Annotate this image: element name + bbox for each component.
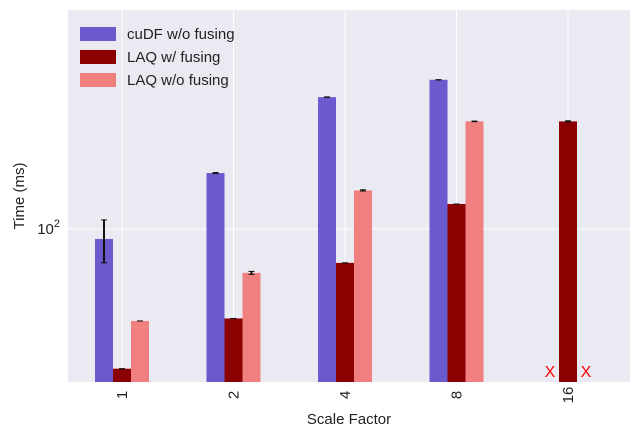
x-tick-16: 16 bbox=[560, 387, 577, 404]
bar-1-8 bbox=[447, 204, 466, 382]
x-axis-title: Scale Factor bbox=[307, 411, 391, 428]
grid-lines bbox=[68, 10, 630, 382]
legend-label-1: LAQ w/ fusing bbox=[127, 49, 220, 66]
missing-marker-0-16: X bbox=[545, 364, 556, 381]
y-tick-0: 102 bbox=[37, 218, 60, 238]
y-axis-title: Time (ms) bbox=[11, 163, 28, 230]
x-tick-1: 1 bbox=[114, 391, 131, 399]
legend-swatch-0 bbox=[80, 27, 116, 41]
x-tick-2: 2 bbox=[226, 391, 243, 399]
bar-2-4 bbox=[354, 190, 372, 382]
bar-2-2 bbox=[242, 272, 261, 382]
bar-0-4 bbox=[318, 97, 336, 382]
x-tick-labels: 1 2 4 8 16 bbox=[114, 387, 577, 404]
bar-2-8 bbox=[465, 121, 484, 382]
bar-1-4 bbox=[336, 262, 354, 382]
errorbar-1-16 bbox=[565, 120, 571, 123]
errorbar-2-2 bbox=[248, 270, 255, 275]
legend: cuDF w/o fusing LAQ w/ fusing LAQ w/o fu… bbox=[80, 26, 235, 89]
bar-1-1 bbox=[113, 368, 131, 382]
errorbar-2-4 bbox=[360, 189, 366, 192]
x-tick-8: 8 bbox=[449, 391, 466, 399]
bar-2-1 bbox=[131, 320, 149, 382]
legend-label-2: LAQ w/o fusing bbox=[127, 72, 229, 89]
bars bbox=[95, 79, 577, 383]
x-tick-4: 4 bbox=[337, 391, 354, 399]
errorbar-0-2 bbox=[212, 172, 219, 175]
error-bars bbox=[101, 79, 571, 370]
bar-1-16 bbox=[559, 121, 577, 382]
errorbar-2-8 bbox=[471, 120, 478, 123]
legend-swatch-1 bbox=[80, 50, 116, 64]
y-tick-labels: 102 bbox=[37, 218, 60, 238]
bar-0-8 bbox=[429, 79, 448, 383]
missing-marker-2-16: X bbox=[581, 364, 592, 381]
bar-0-1 bbox=[95, 238, 113, 382]
bar-0-2 bbox=[206, 173, 225, 382]
legend-swatch-2 bbox=[80, 73, 116, 87]
bar-1-2 bbox=[224, 318, 243, 382]
errorbar-0-1 bbox=[101, 219, 107, 264]
legend-label-0: cuDF w/o fusing bbox=[127, 26, 235, 43]
